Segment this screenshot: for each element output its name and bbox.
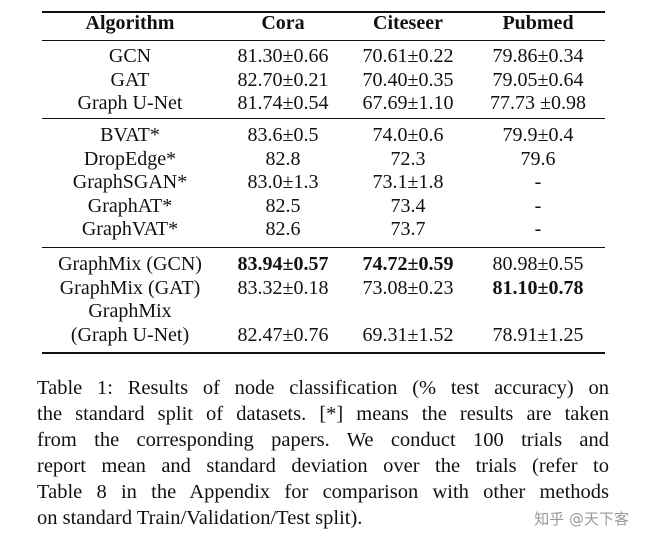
table-cell: GAT <box>110 68 150 91</box>
table-cell: 81.74±0.54 <box>237 92 329 114</box>
table-cell: 83.32±0.18 <box>237 276 329 299</box>
caption-line: on standard Train/Validation/Test split)… <box>37 507 363 529</box>
table-cell: 81.10±0.78 <box>492 276 584 299</box>
table-cell: 73.4 <box>390 194 426 217</box>
table-cell: 67.69±1.10 <box>362 92 454 114</box>
table-rule <box>42 352 605 354</box>
caption-line: Table 1: Results of node classification … <box>37 377 609 399</box>
table-cell: 78.91±1.25 <box>492 323 584 346</box>
table-cell: GraphMix <box>88 300 172 322</box>
table-cell: 80.98±0.55 <box>492 253 584 275</box>
table-cell: 77.73 ±0.98 <box>490 92 586 114</box>
table-cell: 74.72±0.59 <box>362 253 454 275</box>
table-cell: 79.6 <box>520 147 556 170</box>
table-cell: 81.30±0.66 <box>237 45 329 67</box>
table-cell: GraphMix (GCN) <box>58 253 202 275</box>
header-cell: Cora <box>261 12 305 34</box>
table-cell: BVAT* <box>100 124 160 146</box>
table-cell: - <box>534 194 542 217</box>
table-cell: GraphSGAN* <box>72 171 188 193</box>
table-cell: 73.1±1.8 <box>372 171 444 193</box>
table-cell: Graph U-Net <box>77 92 183 114</box>
table-cell: 82.70±0.21 <box>237 68 329 91</box>
table-rule <box>42 11 605 13</box>
table-cell: 70.40±0.35 <box>362 68 454 91</box>
table-cell: 82.8 <box>265 147 301 170</box>
table-cell: 82.6 <box>265 218 301 240</box>
table-cell: GraphAT* <box>87 194 173 217</box>
table-cell: GraphMix (GAT) <box>59 276 201 299</box>
caption-line: the standard split of datasets. [*] mean… <box>37 403 609 425</box>
table-cell: DropEdge* <box>83 147 177 170</box>
table-cell: 72.3 <box>390 147 426 170</box>
table-cell: 74.0±0.6 <box>372 124 444 146</box>
table-cell: 73.7 <box>390 218 426 240</box>
table-cell: GCN <box>108 45 152 67</box>
table-cell: GraphVAT* <box>81 218 179 240</box>
table-rule <box>42 40 605 41</box>
header-cell: Citeseer <box>373 12 443 34</box>
table-cell: 79.86±0.34 <box>492 45 584 67</box>
watermark: 知乎 @天下客 <box>534 510 629 528</box>
header-cell: Pubmed <box>502 12 574 34</box>
table-cell: (Graph U-Net) <box>70 323 190 346</box>
table-cell: 83.6±0.5 <box>247 124 319 146</box>
table-cell: 69.31±1.52 <box>362 323 454 346</box>
caption-line: from the corresponding papers. We conduc… <box>37 429 609 451</box>
caption-line: report mean and standard deviation over … <box>37 455 609 477</box>
caption-line: Table 8 in the Appendix for comparison w… <box>37 481 609 503</box>
table-cell: - <box>534 218 542 240</box>
table-cell: - <box>534 171 542 193</box>
table-cell: 82.47±0.76 <box>237 323 329 346</box>
table-cell: 79.9±0.4 <box>502 124 574 146</box>
table-rule <box>42 247 605 248</box>
table-rule <box>42 118 605 119</box>
header-cell: Algorithm <box>85 12 175 34</box>
table-cell: 82.5 <box>265 194 301 217</box>
table-cell: 83.0±1.3 <box>247 171 319 193</box>
table-cell: 73.08±0.23 <box>362 276 454 299</box>
table-cell: 83.94±0.57 <box>237 253 329 275</box>
table-cell: 79.05±0.64 <box>492 68 584 91</box>
table-cell: 70.61±0.22 <box>362 45 454 67</box>
